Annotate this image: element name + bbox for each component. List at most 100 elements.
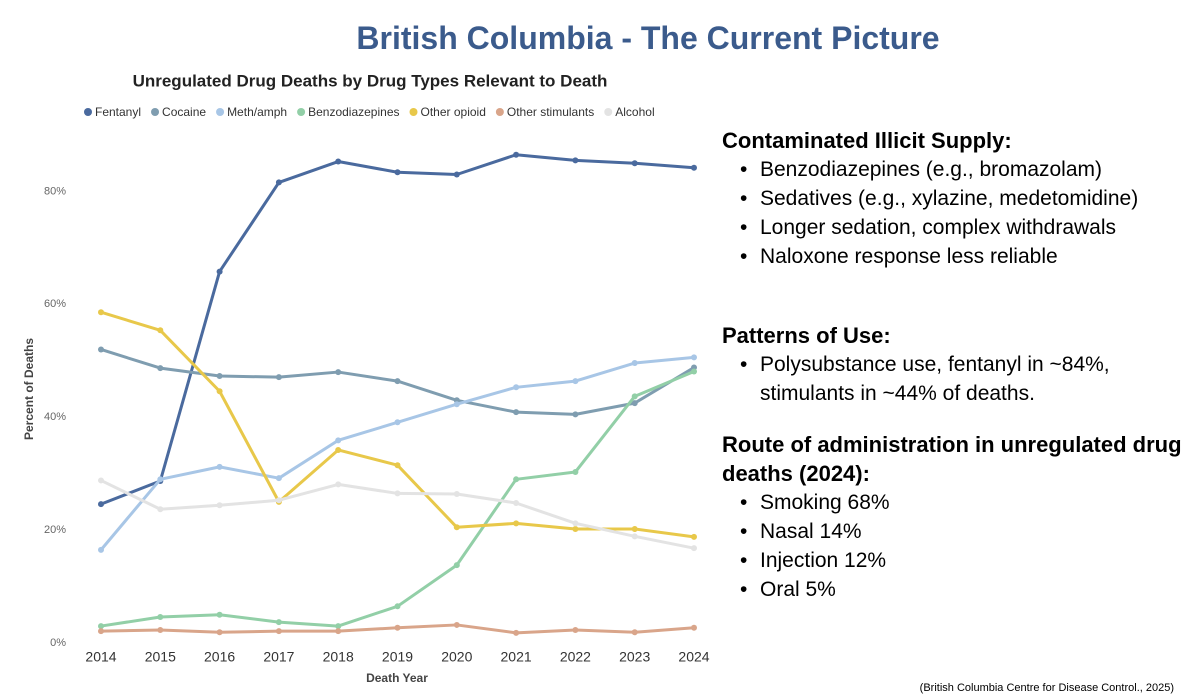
bullet: Benzodiazepines (e.g., bromazolam): [740, 155, 1198, 184]
data-point: [216, 268, 223, 275]
data-point: [453, 524, 460, 531]
source-note: (British Columbia Centre for Disease Con…: [919, 682, 1174, 694]
y-tick-label: 60%: [44, 298, 66, 310]
data-point: [513, 476, 520, 483]
data-point: [631, 629, 638, 636]
data-point: [216, 463, 223, 470]
data-point: [513, 409, 520, 416]
bullet: Oral 5%: [740, 575, 1198, 604]
slide-title: British Columbia - The Current Picture: [356, 20, 940, 56]
bullet: Injection 12%: [740, 546, 1198, 575]
legend-marker: [151, 108, 160, 116]
data-point: [157, 627, 164, 634]
data-point: [157, 365, 164, 372]
y-axis-label: Percent of Deaths: [22, 338, 36, 440]
data-point: [513, 384, 520, 391]
x-tick-label: 2017: [263, 649, 294, 665]
bullet: Naloxone response less reliable: [740, 242, 1198, 271]
data-point: [572, 627, 579, 634]
data-point: [98, 477, 104, 484]
data-point: [394, 419, 401, 426]
bullet: Longer sedation, complex withdrawals: [740, 213, 1198, 242]
data-point: [157, 327, 164, 334]
text-panel: Contaminated Illicit Supply:Benzodiazepi…: [722, 126, 1198, 604]
data-point: [157, 476, 164, 483]
y-tick-label: 80%: [44, 185, 66, 197]
bullet-list: Smoking 68%Nasal 14%Injection 12%Oral 5%: [722, 488, 1198, 604]
legend-label: Alcohol: [615, 105, 654, 119]
data-point: [691, 354, 697, 361]
x-tick-label: 2023: [619, 649, 650, 665]
section: Patterns of Use:Polysubstance use, fenta…: [722, 321, 1198, 408]
series-line: [99, 355, 695, 551]
data-point: [631, 533, 638, 540]
data-point: [335, 623, 342, 630]
data-point: [335, 369, 342, 376]
bullet-list: Polysubstance use, fentanyl in ~84%, sti…: [722, 350, 1198, 408]
data-point: [513, 500, 520, 507]
data-point: [98, 628, 104, 635]
data-point: [394, 169, 401, 176]
data-point: [453, 621, 460, 628]
section-heading: Route of administration in unregulated d…: [722, 432, 1182, 486]
y-tick-label: 0%: [50, 637, 66, 649]
data-point: [157, 614, 164, 621]
data-point: [394, 624, 401, 631]
section-heading: Patterns of Use:: [722, 323, 891, 348]
legend-marker: [297, 108, 306, 116]
data-point: [335, 437, 342, 444]
data-point: [275, 475, 282, 482]
data-point: [631, 400, 638, 407]
data-point: [513, 629, 520, 636]
bullet: Sedatives (e.g., xylazine, medetomidine): [740, 184, 1198, 213]
legend-label: Benzodiazepines: [308, 105, 399, 119]
bullet: Nasal 14%: [740, 517, 1198, 546]
legend-label: Cocaine: [162, 105, 206, 119]
x-tick-label: 2024: [678, 649, 709, 665]
x-tick-label: 2022: [560, 649, 591, 665]
data-point: [572, 468, 579, 475]
data-point: [691, 624, 697, 631]
data-point: [216, 611, 223, 618]
legend-marker: [409, 108, 418, 116]
chart-title: Unregulated Drug Deaths by Drug Types Re…: [133, 71, 608, 90]
x-tick-label: 2018: [323, 649, 354, 665]
data-point: [335, 158, 342, 165]
legend-label: Meth/amph: [227, 105, 287, 119]
data-point: [98, 309, 104, 316]
data-point: [275, 628, 282, 635]
data-point: [157, 506, 164, 513]
data-point: [98, 546, 104, 553]
data-point: [631, 160, 638, 167]
section-heading: Contaminated Illicit Supply:: [722, 128, 1012, 153]
data-point: [453, 562, 460, 569]
legend-marker: [495, 108, 504, 116]
legend-label: Fentanyl: [95, 105, 141, 119]
data-point: [98, 346, 104, 353]
bullet-list: Benzodiazepines (e.g., bromazolam)Sedati…: [722, 155, 1198, 271]
data-point: [631, 360, 638, 367]
data-point: [453, 490, 460, 497]
y-tick-label: 40%: [44, 411, 66, 423]
legend-marker: [84, 108, 92, 116]
data-point: [394, 490, 401, 497]
x-tick-label: 2019: [382, 649, 413, 665]
data-point: [275, 497, 282, 504]
data-point: [691, 545, 697, 552]
data-point: [631, 525, 638, 532]
x-tick-label: 2020: [441, 649, 472, 665]
data-point: [275, 619, 282, 626]
section: Route of administration in unregulated d…: [722, 430, 1198, 604]
data-point: [572, 520, 579, 527]
legend-marker: [216, 108, 225, 116]
legend-label: Other stimulants: [507, 105, 594, 119]
data-point: [394, 462, 401, 469]
data-point: [216, 388, 223, 395]
x-tick-label: 2016: [204, 649, 235, 665]
data-point: [631, 393, 638, 400]
legend-marker: [604, 108, 613, 116]
x-tick-label: 2014: [85, 649, 116, 665]
data-point: [335, 481, 342, 488]
data-point: [691, 533, 697, 540]
